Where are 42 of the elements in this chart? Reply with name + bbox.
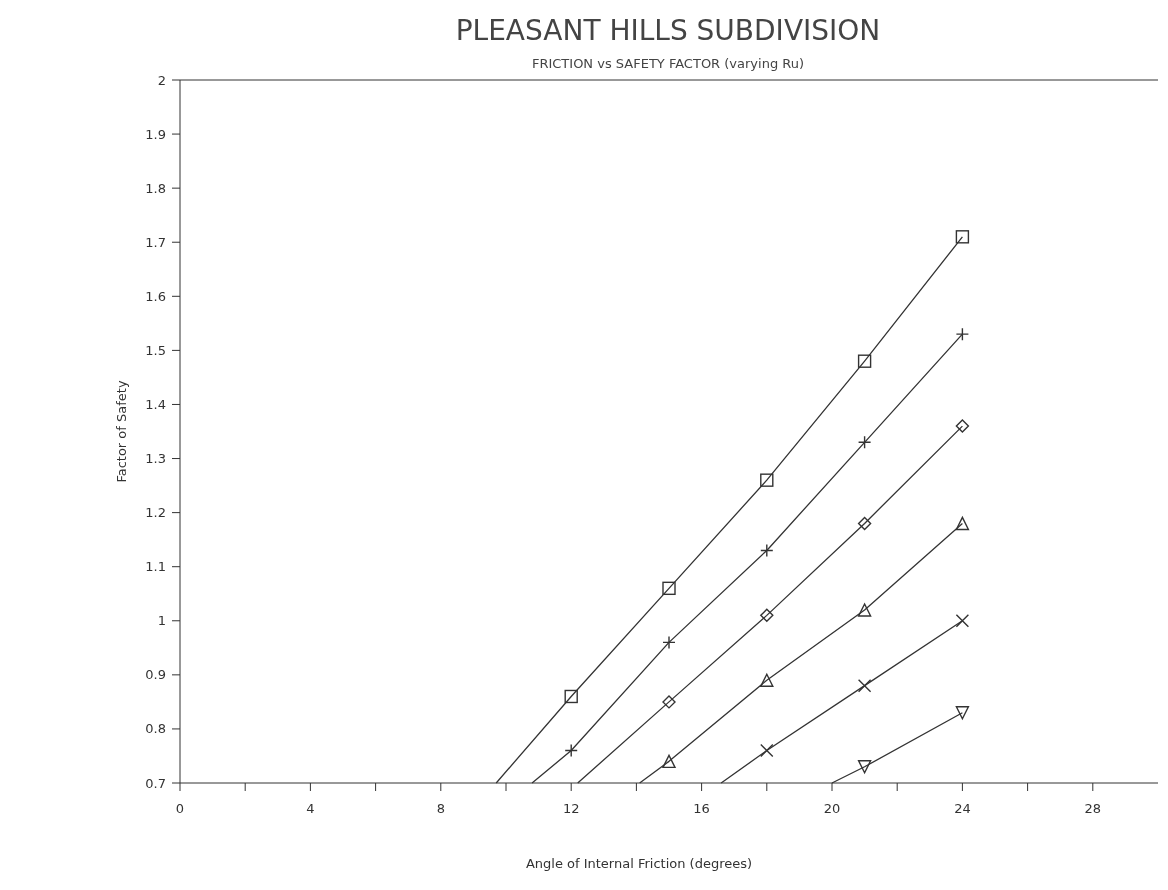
point (955, 516, 970, 531)
y-tick-label: 1.8 (145, 180, 166, 196)
y-tick-label: 1.6 (145, 288, 166, 304)
point (662, 754, 676, 769)
point (857, 678, 872, 693)
x-tick-label: 8 (436, 801, 445, 816)
x-tick-label: 0 (175, 801, 185, 816)
y-tick-label: 0.7 (145, 775, 166, 791)
chart-subtitle: FRICTION vs SAFETY FACTOR (varying Ru) (531, 56, 805, 71)
point (760, 673, 774, 687)
x-axis-title: Angle of Internal Friction (degrees) (525, 856, 753, 871)
point (564, 689, 578, 704)
x-tick-label: 4 (306, 801, 315, 816)
x-tick-label: 20 (823, 801, 841, 816)
x-tick-label: 28 (1084, 801, 1102, 816)
y-tick-label: 1.2 (145, 505, 166, 521)
point (955, 614, 970, 628)
point (955, 419, 970, 433)
point (857, 603, 872, 617)
y-tick-label: 0.8 (145, 721, 166, 737)
point (662, 695, 676, 709)
y-tick-label: 1.7 (145, 234, 166, 250)
y-axis-title: Factor of Safety (114, 380, 129, 483)
x-tick-label: 12 (562, 801, 580, 816)
y-tick-label: 1.3 (145, 451, 166, 467)
point (760, 473, 774, 487)
y-tick-label: 2 (157, 72, 166, 88)
point (662, 581, 676, 596)
y-tick-label: 1.4 (145, 397, 166, 413)
y-tick-label: 1.9 (145, 126, 166, 142)
y-tick-label: 1.1 (145, 559, 166, 575)
x-tick-label: 16 (693, 801, 710, 816)
point (955, 230, 970, 244)
x-tick-label: 24 (954, 801, 971, 816)
point (760, 743, 774, 758)
y-tick-label: 0.9 (145, 667, 166, 683)
point (857, 354, 872, 368)
y-tick-label: 1.5 (145, 342, 166, 358)
y-tick-label: 1 (157, 613, 166, 629)
point (760, 608, 774, 623)
point (857, 516, 872, 531)
chart-title: PLEASANT HILLS SUBDIVISION (455, 14, 881, 47)
